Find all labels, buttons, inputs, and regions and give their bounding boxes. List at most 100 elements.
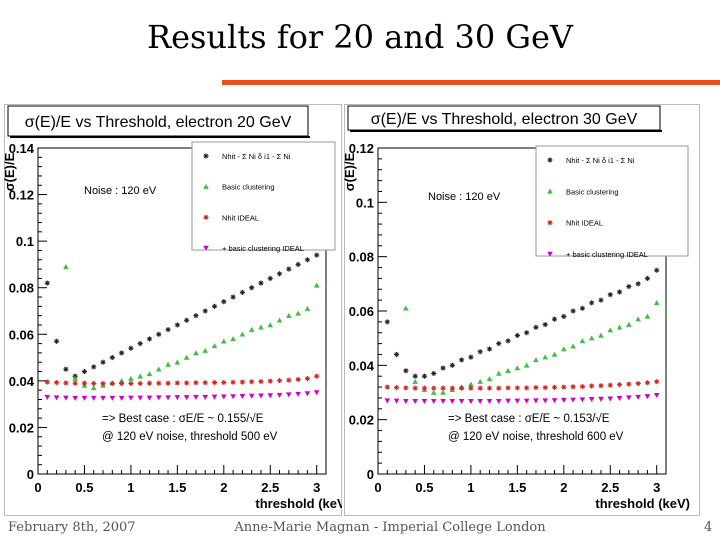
legend-box (191, 141, 336, 251)
data-point (551, 398, 558, 404)
y-tick-label: 0.04 (349, 358, 375, 373)
data-point (295, 310, 301, 316)
title-accent-rule (222, 80, 720, 85)
data-point (635, 316, 641, 322)
data-point (486, 376, 493, 382)
data-point (486, 398, 493, 404)
data-point (421, 373, 428, 379)
data-point (63, 395, 69, 401)
x-tick-label: 1 (467, 480, 474, 495)
legend-marker (547, 251, 553, 257)
data-point (588, 335, 595, 341)
data-point (524, 385, 530, 391)
data-point (91, 380, 97, 387)
data-point (635, 380, 641, 387)
data-point (118, 395, 125, 401)
data-point (156, 331, 162, 337)
data-point (523, 362, 530, 368)
data-point (459, 357, 465, 363)
data-point (477, 349, 483, 355)
y-tick-label: 0.14 (9, 141, 35, 156)
data-point (486, 385, 493, 391)
data-point (248, 326, 255, 332)
data-point (477, 398, 483, 404)
legend-label: Basic clustering (566, 187, 619, 196)
data-point (449, 385, 455, 391)
data-point (304, 391, 311, 397)
data-point (412, 385, 418, 391)
data-point (276, 378, 283, 384)
data-point (295, 261, 301, 268)
data-point (202, 394, 209, 400)
data-point (542, 398, 549, 404)
data-point (403, 385, 409, 391)
data-point (653, 300, 660, 306)
data-point (286, 377, 292, 383)
data-point (449, 398, 456, 404)
chart-title-box (7, 105, 309, 137)
series-0 (44, 252, 320, 379)
data-point (174, 322, 180, 328)
data-point (267, 393, 274, 399)
data-point (221, 379, 227, 386)
chart-title-shadow (10, 136, 310, 138)
legend-label: Nhit IDEAL (222, 213, 259, 222)
data-point (542, 321, 548, 328)
data-point (286, 312, 292, 318)
data-point (211, 343, 218, 349)
data-point (607, 396, 614, 402)
data-point (230, 394, 236, 400)
data-point (421, 398, 428, 404)
data-point (393, 385, 400, 391)
x-tick-label: 0 (374, 480, 381, 495)
data-point (165, 380, 171, 386)
data-point (174, 380, 180, 386)
data-point (165, 361, 171, 367)
data-point (561, 397, 567, 403)
data-point (561, 346, 567, 352)
x-tick-label: 3 (313, 480, 320, 495)
data-point (248, 393, 255, 399)
data-point (588, 397, 595, 403)
data-point (579, 397, 586, 403)
data-point (119, 380, 125, 387)
x-axis-label: threshold (keV) (595, 496, 690, 511)
data-point (644, 380, 651, 386)
data-point (421, 385, 428, 391)
data-point (551, 351, 558, 357)
data-point (477, 378, 483, 384)
legend-marker (203, 153, 209, 159)
data-point (486, 346, 493, 352)
data-point (533, 357, 539, 363)
data-point (91, 364, 97, 370)
data-point (221, 338, 227, 344)
data-point (128, 375, 134, 381)
x-tick-label: 2 (560, 480, 567, 495)
data-point (193, 380, 199, 386)
data-point (514, 385, 520, 391)
data-point (193, 394, 199, 400)
x-tick-label: 0.5 (75, 480, 93, 495)
data-point (644, 313, 651, 319)
data-point (155, 366, 162, 372)
data-point (626, 381, 632, 387)
data-point (626, 321, 632, 327)
x-tick-label: 1 (127, 480, 134, 495)
data-point (286, 266, 292, 272)
data-point (598, 383, 604, 389)
data-point (570, 343, 576, 349)
y-tick-label: 0.1 (356, 195, 374, 210)
data-point (313, 390, 320, 396)
legend-label: Basic clustering (222, 183, 275, 192)
data-point (579, 383, 585, 390)
data-point (384, 398, 391, 404)
data-point (146, 380, 153, 386)
data-point (119, 350, 125, 356)
data-point (495, 370, 502, 376)
data-point (174, 395, 181, 401)
data-point (589, 300, 595, 306)
data-point (53, 395, 60, 401)
data-point (616, 382, 623, 388)
data-point (230, 336, 236, 342)
data-point (449, 362, 455, 368)
